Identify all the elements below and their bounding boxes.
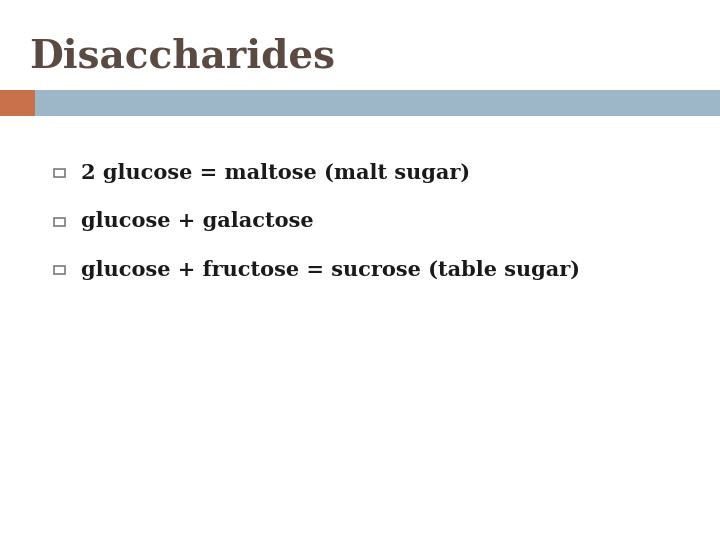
Text: glucose + galactose: glucose + galactose (81, 211, 314, 232)
Bar (54, 266, 65, 274)
Text: 2 glucose = maltose (malt sugar): 2 glucose = maltose (malt sugar) (81, 163, 470, 183)
Text: glucose + fructose = sucrose (table sugar): glucose + fructose = sucrose (table suga… (81, 260, 580, 280)
Text: Disaccharides: Disaccharides (29, 38, 335, 76)
Bar (54, 218, 65, 226)
Bar (0, 90, 35, 116)
Bar (0, 90, 720, 116)
Bar (54, 169, 65, 177)
